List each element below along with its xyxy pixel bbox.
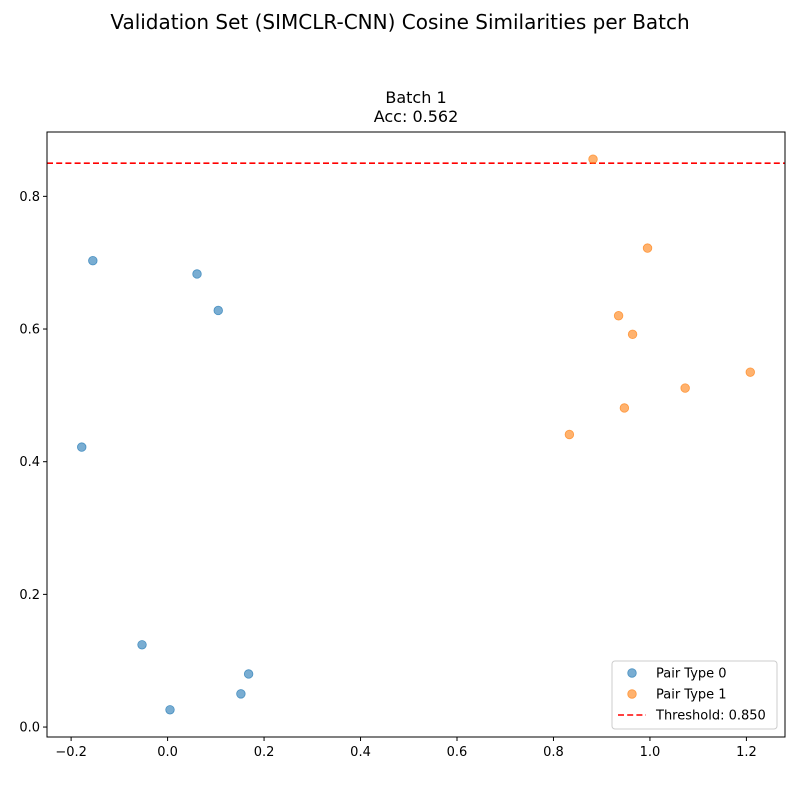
point-type1-5 bbox=[745, 367, 755, 377]
y-tick-label: 0.6 bbox=[19, 323, 40, 338]
point-type0-7 bbox=[236, 689, 246, 699]
figure-title: Validation Set (SIMCLR-CNN) Cosine Simil… bbox=[110, 10, 690, 34]
y-axis-ticks: 0.0 0.2 0.4 0.6 0.8 bbox=[19, 190, 47, 736]
legend-label-0: Pair Type 0 bbox=[656, 667, 727, 682]
legend-threshold-label: Threshold: 0.850 bbox=[655, 709, 766, 724]
legend-marker-1 bbox=[627, 689, 637, 699]
y-tick-label: 0.0 bbox=[19, 721, 40, 736]
x-tick-label: 0.0 bbox=[157, 745, 178, 760]
x-tick-label: 1.0 bbox=[640, 745, 661, 760]
x-tick-label: 0.8 bbox=[543, 745, 564, 760]
point-type1-2 bbox=[642, 243, 653, 253]
x-axis-ticks: −0.2 0.0 0.2 0.4 0.6 0.8 1.0 1.2 bbox=[55, 737, 757, 760]
legend-label-1: Pair Type 1 bbox=[656, 688, 727, 703]
subplot-title-line-2: Acc: 0.562 bbox=[374, 107, 459, 126]
point-type0-4 bbox=[77, 442, 87, 452]
x-tick-label: −0.2 bbox=[55, 745, 87, 760]
plot-frame bbox=[46, 131, 786, 738]
point-type0-3 bbox=[213, 305, 223, 316]
legend: Pair Type 0 Pair Type 1 Threshold: 0.850 bbox=[611, 660, 778, 730]
point-type0-2 bbox=[192, 269, 202, 279]
y-tick-label: 0.8 bbox=[19, 190, 40, 205]
y-tick-label: 0.2 bbox=[19, 588, 40, 603]
point-type1-8 bbox=[564, 429, 575, 440]
point-type1-7 bbox=[619, 403, 630, 413]
point-type1-3 bbox=[613, 311, 624, 321]
y-tick-label: 0.4 bbox=[19, 455, 40, 470]
legend-marker-0 bbox=[627, 668, 637, 678]
point-type0-6 bbox=[243, 669, 254, 679]
point-type1-1 bbox=[588, 154, 598, 164]
axes-frame bbox=[46, 131, 786, 738]
subplot-title-line-1: Batch 1 bbox=[385, 88, 446, 107]
x-tick-label: 1.2 bbox=[736, 745, 757, 760]
data-points bbox=[77, 154, 755, 715]
x-tick-label: 0.6 bbox=[447, 745, 468, 760]
x-tick-label: 0.4 bbox=[350, 745, 371, 760]
point-type0-5 bbox=[137, 640, 147, 650]
legend-box bbox=[611, 660, 778, 730]
point-type1-4 bbox=[627, 329, 638, 340]
point-type0-1 bbox=[88, 255, 98, 266]
point-type0-8 bbox=[165, 705, 175, 715]
point-type1-6 bbox=[680, 383, 690, 393]
x-tick-label: 0.2 bbox=[254, 745, 275, 760]
